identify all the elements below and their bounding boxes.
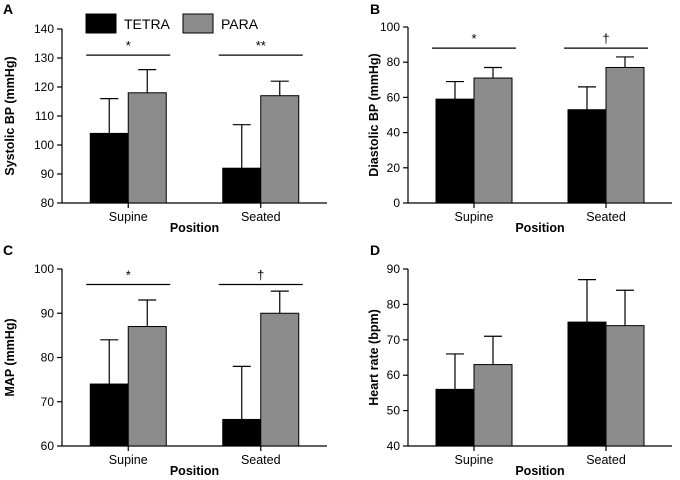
significance-marker: *: [471, 31, 476, 46]
bar-para-supine: [127, 92, 167, 204]
y-tick-label: 40: [387, 126, 401, 140]
x-axis-title: Position: [170, 221, 219, 235]
bar-para-seated: [260, 312, 300, 447]
y-tick-label: 40: [387, 439, 401, 453]
legend-label-tetra: TETRA: [124, 16, 171, 32]
x-tick-label: Seated: [586, 210, 626, 224]
x-tick-label: Supine: [109, 210, 148, 224]
y-tick-label: 120: [34, 80, 54, 94]
significance-marker: *: [126, 267, 131, 282]
bar-para-supine: [473, 77, 513, 204]
y-tick-label: 80: [387, 297, 401, 311]
bar-tetra-supine: [89, 132, 129, 204]
panel-a: A 80 90 100 110 120 130 140 Supine Seated Position…: [3, 1, 327, 235]
y-tick-label: 70: [387, 333, 401, 347]
y-tick-label: 80: [41, 351, 55, 365]
y-tick-label: 60: [387, 368, 401, 382]
panels: A 80 90 100 110 120 130 140 Supine Seated Position…: [3, 1, 672, 478]
y-tick-label: 140: [34, 22, 54, 36]
bar-para-seated: [605, 325, 645, 447]
significance-marker: †: [602, 31, 609, 46]
y-tick-label: 20: [387, 161, 401, 175]
y-tick-label: 60: [387, 90, 401, 104]
bar-tetra-seated: [222, 167, 262, 204]
bar-para-seated: [605, 66, 645, 204]
panel-d: D 40 50 60 70 80 90 Supine Seated Position Heart r…: [367, 242, 672, 478]
y-tick-label: 0: [393, 196, 400, 210]
significance-marker: **: [256, 38, 266, 53]
x-tick-label: Seated: [241, 453, 281, 467]
bar-tetra-supine: [435, 388, 475, 447]
legend-label-para: PARA: [221, 16, 259, 32]
bar-tetra-supine: [89, 383, 129, 447]
y-tick-label: 100: [34, 138, 54, 152]
x-tick-label: Supine: [109, 453, 148, 467]
y-tick-label: 90: [41, 167, 55, 181]
legend-swatch-para: [182, 13, 214, 34]
y-tick-label: 100: [380, 20, 400, 34]
x-tick-label: Supine: [455, 210, 494, 224]
significance-marker: †: [257, 267, 264, 282]
bar-tetra-supine: [435, 98, 475, 204]
y-tick-label: 130: [34, 51, 54, 65]
x-tick-label: Supine: [455, 453, 494, 467]
panel-letter: C: [3, 242, 13, 258]
y-tick-label: 60: [41, 439, 55, 453]
significance-marker: *: [126, 38, 131, 53]
x-axis-title: Position: [515, 464, 564, 478]
panel-letter: A: [3, 1, 13, 17]
panel-letter: D: [370, 242, 380, 258]
legend: TETRA PARA: [85, 13, 259, 34]
bar-para-supine: [127, 326, 167, 447]
legend-swatch-tetra: [85, 13, 117, 34]
bar-para-supine: [473, 364, 513, 447]
bar-tetra-seated: [567, 321, 607, 447]
y-axis-title: Systolic BP (mmHg): [3, 56, 17, 175]
x-tick-label: Seated: [586, 453, 626, 467]
y-tick-label: 50: [387, 404, 401, 418]
panel-b: B 0 20 40 60 80 100 Supine Seated Position Diastol…: [367, 1, 672, 235]
y-tick-label: 90: [387, 262, 401, 276]
panel-letter: B: [370, 1, 380, 17]
y-tick-label: 80: [387, 55, 401, 69]
y-tick-label: 100: [34, 262, 54, 276]
y-axis-title: Diastolic BP (mmHg): [367, 53, 381, 176]
y-axis-title: Heart rate (bpm): [367, 309, 381, 406]
bar-tetra-seated: [222, 418, 262, 447]
x-axis-title: Position: [170, 464, 219, 478]
bar-para-seated: [260, 95, 300, 204]
bar-tetra-seated: [567, 109, 607, 204]
x-axis-title: Position: [515, 221, 564, 235]
x-tick-label: Seated: [241, 210, 281, 224]
y-tick-label: 110: [35, 109, 54, 123]
y-axis-title: MAP (mmHg): [3, 318, 17, 396]
y-tick-label: 70: [41, 395, 55, 409]
panel-c: C 60 70 80 90 100 Supine Seated Position MAP (mmH…: [3, 242, 327, 478]
y-tick-label: 90: [41, 306, 55, 320]
y-tick-label: 80: [41, 196, 55, 210]
